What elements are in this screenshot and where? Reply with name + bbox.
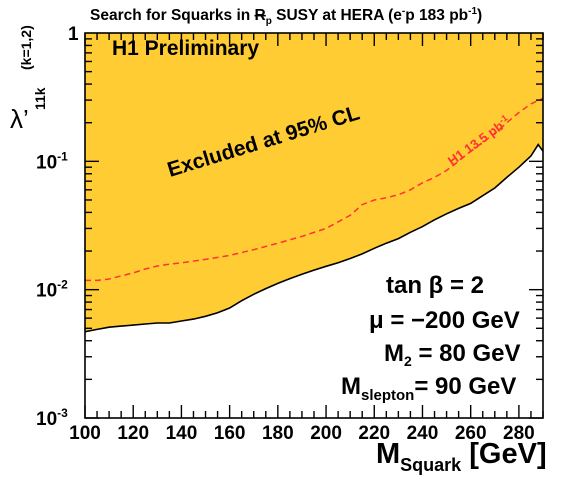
h1-13pb-limit-line: [85, 97, 543, 282]
chart-title: Search for Squarks in Rp SUSY at HERA (e…: [90, 6, 482, 27]
exclusion-limit-line: [85, 143, 543, 333]
param-m-slepton: Mslepton= 90 GeV: [341, 373, 516, 404]
y-tick-label-2: 10-1: [36, 149, 68, 173]
x-tick-label-4: 180: [262, 423, 294, 444]
x-axis-label: MSquark [GeV]: [376, 438, 547, 475]
x-tick-label-9: 280: [503, 423, 535, 444]
y-tick-label-3: 1: [68, 24, 79, 45]
excluded-region: [85, 33, 543, 332]
x-tick-label-7: 240: [407, 423, 439, 444]
x-tick-label-6: 220: [358, 423, 390, 444]
x-tick-label-3: 160: [214, 423, 246, 444]
param-tan-beta: tan β = 2: [386, 272, 484, 299]
y-tick-label-1: 10-2: [36, 278, 68, 302]
y-axis-label-sub: 11k: [32, 87, 48, 110]
y-tick-label-0: 10-3: [36, 406, 68, 430]
axis-ticks: [84, 33, 544, 419]
x-tick-label-1: 120: [117, 423, 149, 444]
x-tick-label-2: 140: [166, 423, 198, 444]
x-tick-label-5: 200: [310, 423, 342, 444]
y-axis-label-super: (k=1,2): [18, 25, 34, 70]
x-tick-label-0: 100: [69, 423, 101, 444]
y-tick-labels: 10-3 10-2 10-1 1: [36, 24, 79, 430]
param-m2: M2 = 80 GeV: [384, 340, 521, 369]
x-tick-labels: 100 120 140 160 180 200 220 240 260 280: [69, 423, 535, 444]
param-mu: μ = −200 GeV: [369, 307, 520, 334]
x-tick-label-8: 260: [455, 423, 487, 444]
h1-preliminary-label: H1 Preliminary: [112, 37, 259, 60]
y-axis-label: λ’: [10, 104, 29, 134]
